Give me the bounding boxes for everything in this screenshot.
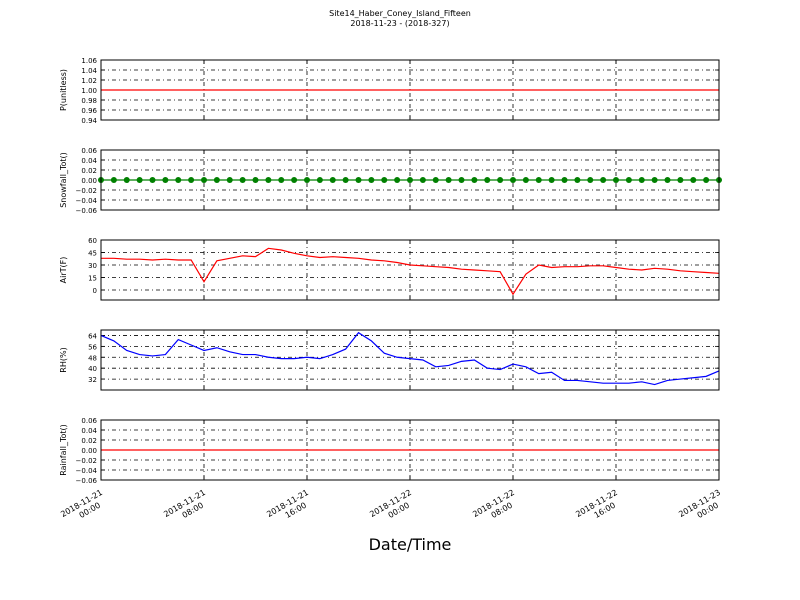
- y-tick-label: 0.98: [81, 97, 97, 105]
- plot-frame: [100, 149, 720, 211]
- data-point: [484, 177, 491, 183]
- plot-frame: [100, 239, 720, 301]
- data-point: [252, 177, 259, 183]
- data-point: [355, 177, 362, 183]
- y-tick-label: 0.94: [81, 117, 97, 125]
- data-point: [175, 177, 182, 183]
- data-point: [522, 177, 529, 183]
- plot-frame: [100, 59, 720, 121]
- plot-frame: [100, 419, 720, 481]
- data-point: [278, 177, 285, 183]
- data-point: [407, 177, 413, 183]
- data-point: [625, 177, 632, 183]
- data-point: [329, 177, 336, 183]
- data-point: [381, 177, 388, 183]
- data-point: [535, 177, 542, 183]
- chart-subtitle: 2018-11-23 - (2018-327): [350, 19, 449, 28]
- data-point: [188, 177, 195, 183]
- y-tick-label: 1.06: [81, 57, 97, 65]
- y-axis-label: P(unitless): [59, 69, 68, 111]
- y-tick-label: 40: [88, 365, 97, 373]
- y-axis-label: Rainfall_Tot(): [59, 424, 68, 476]
- y-tick-label: 48: [88, 354, 97, 362]
- y-tick-label: 1.02: [81, 77, 97, 85]
- y-tick-label: 45: [88, 250, 97, 258]
- data-point: [497, 177, 504, 183]
- y-tick-label: 0.04: [81, 427, 97, 435]
- data-point: [561, 177, 568, 183]
- y-axis-label: AirT(F): [59, 257, 68, 284]
- y-tick-label: 0.02: [81, 437, 97, 445]
- y-tick-label: 0.00: [81, 447, 97, 455]
- y-tick-label: 0.00: [81, 177, 97, 185]
- data-point: [265, 177, 272, 183]
- y-tick-label: −0.02: [76, 187, 97, 195]
- data-point: [510, 177, 516, 183]
- data-point: [226, 177, 233, 183]
- data-point: [239, 177, 246, 183]
- y-tick-label: −0.04: [76, 467, 98, 475]
- data-point: [664, 177, 671, 183]
- data-point: [445, 177, 452, 183]
- y-tick-label: 56: [88, 343, 97, 351]
- y-tick-label: 0.96: [81, 107, 97, 115]
- data-line: [101, 247, 720, 296]
- y-tick-label: 30: [88, 262, 97, 270]
- y-tick-label: 1.04: [81, 67, 97, 75]
- y-tick-label: 60: [88, 237, 97, 245]
- data-point: [432, 177, 439, 183]
- y-tick-label: −0.06: [76, 207, 98, 215]
- data-point: [690, 177, 697, 183]
- data-point: [394, 177, 401, 183]
- data-point: [548, 177, 555, 183]
- data-point: [162, 177, 169, 183]
- y-axis-label: RH(%): [59, 347, 68, 372]
- data-point: [677, 177, 684, 183]
- data-line: [100, 331, 720, 386]
- data-point: [149, 177, 156, 183]
- data-point: [613, 177, 619, 183]
- y-tick-label: 1.00: [81, 87, 97, 95]
- y-tick-label: 0.04: [81, 157, 97, 165]
- data-point: [304, 177, 310, 183]
- data-point: [123, 177, 130, 183]
- data-point: [136, 177, 143, 183]
- y-tick-label: 32: [88, 376, 97, 384]
- y-tick-label: 0.06: [81, 147, 97, 155]
- y-tick-label: −0.04: [76, 197, 98, 205]
- data-point: [419, 177, 426, 183]
- y-tick-label: −0.02: [76, 457, 97, 465]
- data-point: [638, 177, 645, 183]
- y-tick-label: −0.06: [76, 477, 98, 485]
- y-axis-label: Snowfall_Tot(): [59, 152, 68, 208]
- x-axis-label: Date/Time: [369, 535, 452, 554]
- data-point: [201, 177, 207, 183]
- data-point: [213, 177, 220, 183]
- data-point: [703, 177, 710, 183]
- plot-frame: [100, 329, 720, 391]
- chart-title: Site14_Haber_Coney_Island_Fifteen: [329, 9, 471, 18]
- data-point: [600, 177, 607, 183]
- data-point: [458, 177, 465, 183]
- y-tick-label: 0.02: [81, 167, 97, 175]
- data-point: [368, 177, 375, 183]
- y-tick-label: 0.06: [81, 417, 97, 425]
- data-point: [587, 177, 594, 183]
- data-point: [110, 177, 117, 183]
- y-tick-label: 15: [88, 275, 97, 283]
- data-point: [342, 177, 349, 183]
- data-point: [651, 177, 658, 183]
- data-point: [291, 177, 298, 183]
- data-point: [574, 177, 581, 183]
- y-tick-label: 0: [93, 287, 97, 295]
- y-tick-label: 64: [88, 332, 97, 340]
- data-point: [471, 177, 478, 183]
- data-point: [316, 177, 323, 183]
